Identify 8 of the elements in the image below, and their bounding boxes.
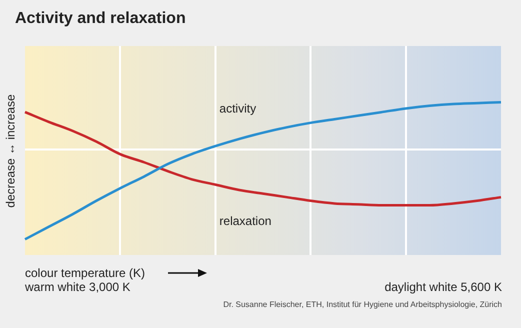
series-label: relaxation: [219, 214, 272, 228]
text: Dr. Susanne Fleischer, ETH, Institut für Hygiene und Arbeitsphysiologie, Zürich: [223, 300, 502, 309]
x-axis-title: colour temperature (K): [25, 266, 146, 280]
text: daylight white 5,600 K: [384, 280, 502, 294]
y-axis-title: decrease ↔ increase: [4, 94, 18, 208]
series-label: activity: [219, 101, 256, 116]
text: warm white 3,000 K: [25, 280, 130, 294]
chart-title: Activity and relaxation: [15, 10, 186, 28]
